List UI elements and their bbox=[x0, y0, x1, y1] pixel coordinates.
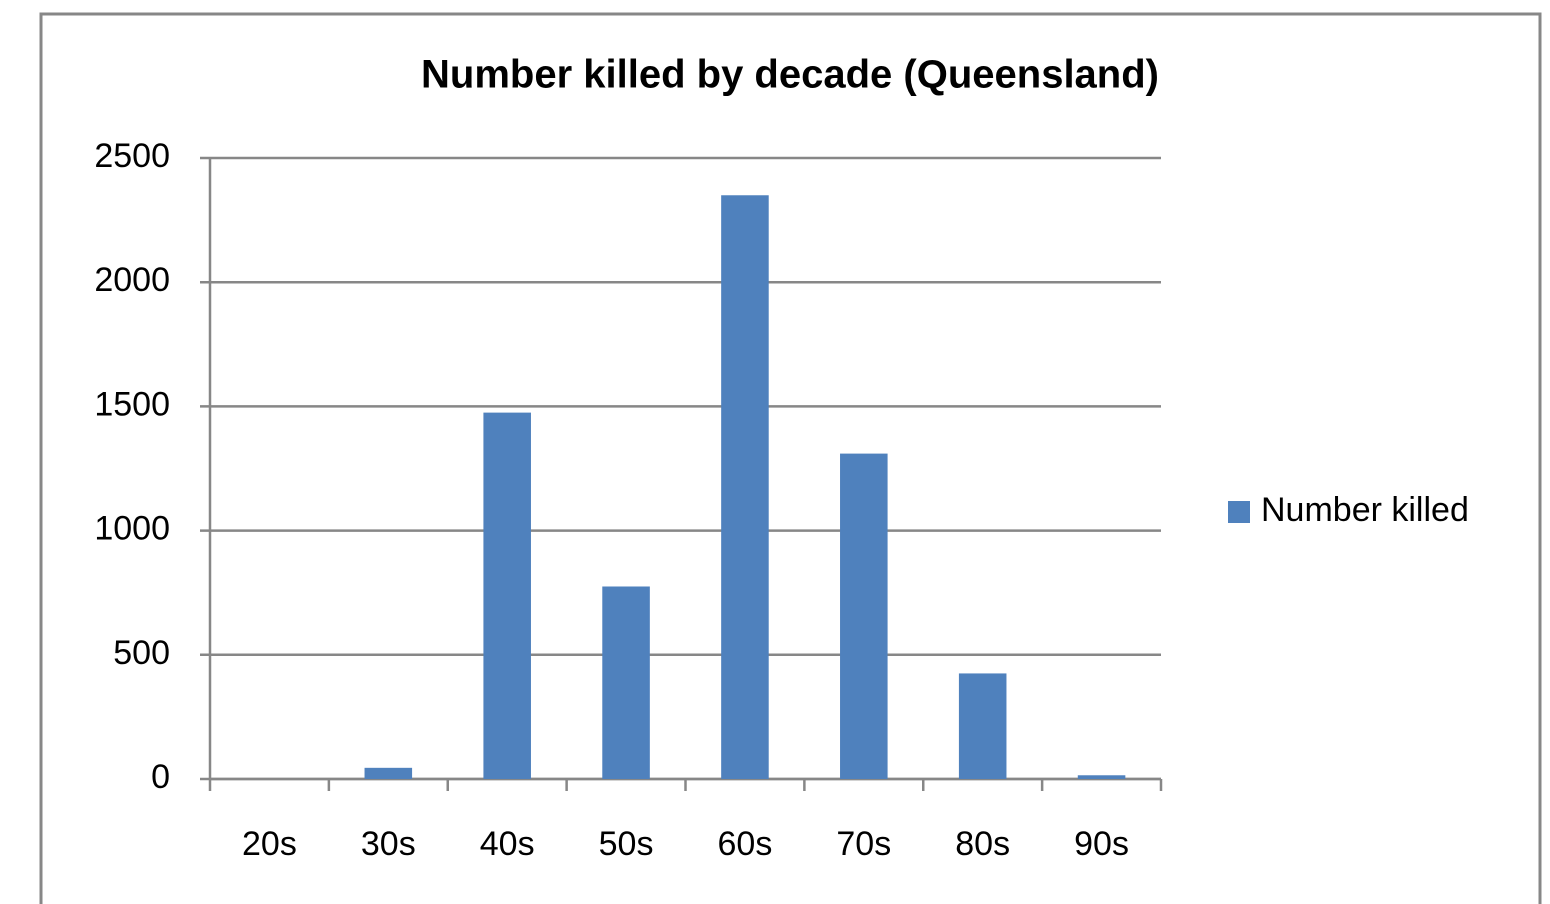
bar bbox=[1077, 775, 1126, 779]
bar bbox=[840, 453, 888, 779]
y-tick-label: 0 bbox=[151, 758, 170, 796]
y-tick-label: 1000 bbox=[94, 510, 170, 548]
x-tick-label: 70s bbox=[836, 825, 891, 863]
y-tick-label: 500 bbox=[113, 634, 170, 672]
x-tick-label: 40s bbox=[480, 825, 535, 863]
bar bbox=[721, 195, 769, 779]
y-tick-label: 1500 bbox=[94, 385, 170, 423]
x-tick-label: 50s bbox=[599, 825, 654, 863]
x-tick-label: 30s bbox=[361, 825, 416, 863]
x-tick-label: 60s bbox=[718, 825, 773, 863]
bar bbox=[483, 412, 531, 779]
chart-title: Number killed by decade (Queensland) bbox=[421, 53, 1159, 97]
chart-frame bbox=[39, 12, 1542, 904]
y-tick-label: 2500 bbox=[94, 137, 170, 175]
legend-swatch bbox=[1228, 501, 1250, 523]
x-tick-label: 20s bbox=[242, 825, 297, 863]
bar bbox=[602, 586, 650, 779]
legend-label: Number killed bbox=[1261, 491, 1469, 529]
x-tick-label: 90s bbox=[1074, 825, 1129, 863]
x-tick-label: 80s bbox=[955, 825, 1010, 863]
bar bbox=[364, 767, 413, 779]
y-tick-label: 2000 bbox=[94, 261, 170, 299]
bar bbox=[958, 673, 1007, 779]
